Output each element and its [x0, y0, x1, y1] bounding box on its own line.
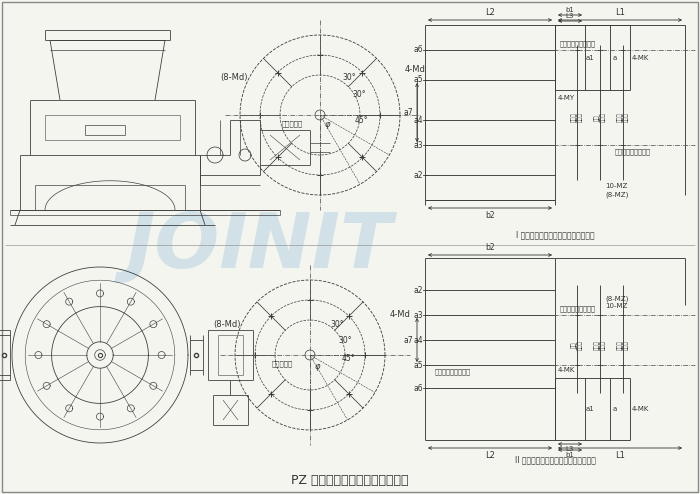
Text: a3: a3: [414, 311, 423, 320]
Text: (8-MZ): (8-MZ): [605, 191, 629, 198]
Text: a7: a7: [403, 108, 413, 117]
Text: (8-Md): (8-Md): [220, 73, 248, 82]
Text: 4-Md: 4-Md: [405, 66, 426, 75]
Text: a6: a6: [414, 45, 423, 54]
Text: 30°: 30°: [330, 320, 344, 329]
Text: 偏斜机
中心线: 偏斜机 中心线: [617, 340, 629, 350]
Text: 45°: 45°: [342, 354, 356, 363]
Text: a: a: [613, 54, 617, 60]
Text: 4-MK: 4-MK: [558, 367, 575, 373]
Text: 4-MK: 4-MK: [632, 406, 650, 412]
Text: 圆盘中心线: 圆盘中心线: [282, 120, 303, 126]
Text: L1: L1: [615, 8, 625, 17]
Text: a5: a5: [414, 361, 423, 370]
Text: a6: a6: [414, 383, 423, 393]
Text: L2: L2: [485, 451, 495, 460]
Text: a4: a4: [414, 335, 423, 344]
Text: L2: L2: [485, 8, 495, 17]
Text: 30°: 30°: [338, 336, 351, 345]
Text: 45°: 45°: [355, 116, 369, 125]
Text: a: a: [613, 406, 617, 412]
Text: 减速器
中心线: 减速器 中心线: [594, 340, 606, 350]
Text: φ: φ: [325, 120, 330, 129]
Text: 30°: 30°: [342, 73, 356, 82]
Text: b2: b2: [485, 211, 495, 220]
Text: PZ 型座式圆盘给料机安装尺寸图: PZ 型座式圆盘给料机安装尺寸图: [291, 474, 409, 487]
Text: II 组传动布置方式地脚螺栓平面布置图: II 组传动布置方式地脚螺栓平面布置图: [514, 455, 596, 464]
Text: 10-MZ: 10-MZ: [605, 303, 627, 309]
Text: (8-Md): (8-Md): [213, 320, 241, 329]
Text: b1: b1: [566, 452, 575, 458]
Text: a4: a4: [414, 116, 423, 124]
Text: 4-Md: 4-Md: [390, 310, 411, 319]
Text: 减速器
中心线: 减速器 中心线: [571, 113, 583, 123]
Text: L1: L1: [615, 451, 625, 460]
Text: 减速器低速轴中心线: 减速器低速轴中心线: [615, 148, 651, 155]
Text: (8-MZ): (8-MZ): [605, 295, 629, 301]
Text: a7: a7: [403, 335, 413, 344]
Text: JOINIT: JOINIT: [127, 210, 393, 284]
Text: 偏斜机
中心线: 偏斜机 中心线: [617, 113, 629, 123]
Text: 减速器高速轴中心线: 减速器高速轴中心线: [560, 41, 596, 47]
Text: a3: a3: [414, 140, 423, 150]
Text: 圆盘中心线: 圆盘中心线: [272, 360, 293, 367]
Text: a1: a1: [586, 406, 594, 412]
Text: a1: a1: [586, 54, 594, 60]
Text: 10-MZ: 10-MZ: [605, 183, 627, 189]
Text: b2: b2: [485, 243, 495, 252]
Text: 减速器高速轴中心线: 减速器高速轴中心线: [435, 368, 471, 374]
Text: φ: φ: [315, 362, 321, 371]
Text: 圆盘
中心线: 圆盘 中心线: [594, 113, 606, 123]
Text: 减速器低速轴中心线: 减速器低速轴中心线: [560, 305, 596, 312]
Text: a2: a2: [414, 286, 423, 294]
Text: 圆盘
中心线: 圆盘 中心线: [571, 340, 583, 350]
Text: a5: a5: [414, 76, 423, 84]
Text: L3: L3: [566, 13, 574, 19]
Text: I 组传动布置方式地脚螺栓平面布置图: I 组传动布置方式地脚螺栓平面布置图: [516, 230, 594, 239]
Text: L3: L3: [566, 446, 574, 452]
Text: a2: a2: [414, 170, 423, 179]
Text: 4-MY: 4-MY: [558, 95, 575, 101]
Text: 4-MK: 4-MK: [632, 54, 650, 60]
Text: b1: b1: [566, 7, 575, 13]
Text: 30°: 30°: [352, 90, 365, 99]
